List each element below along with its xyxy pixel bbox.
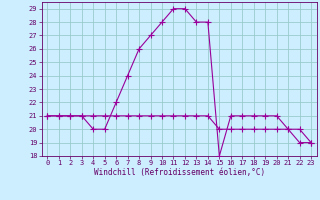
X-axis label: Windchill (Refroidissement éolien,°C): Windchill (Refroidissement éolien,°C): [94, 168, 265, 177]
